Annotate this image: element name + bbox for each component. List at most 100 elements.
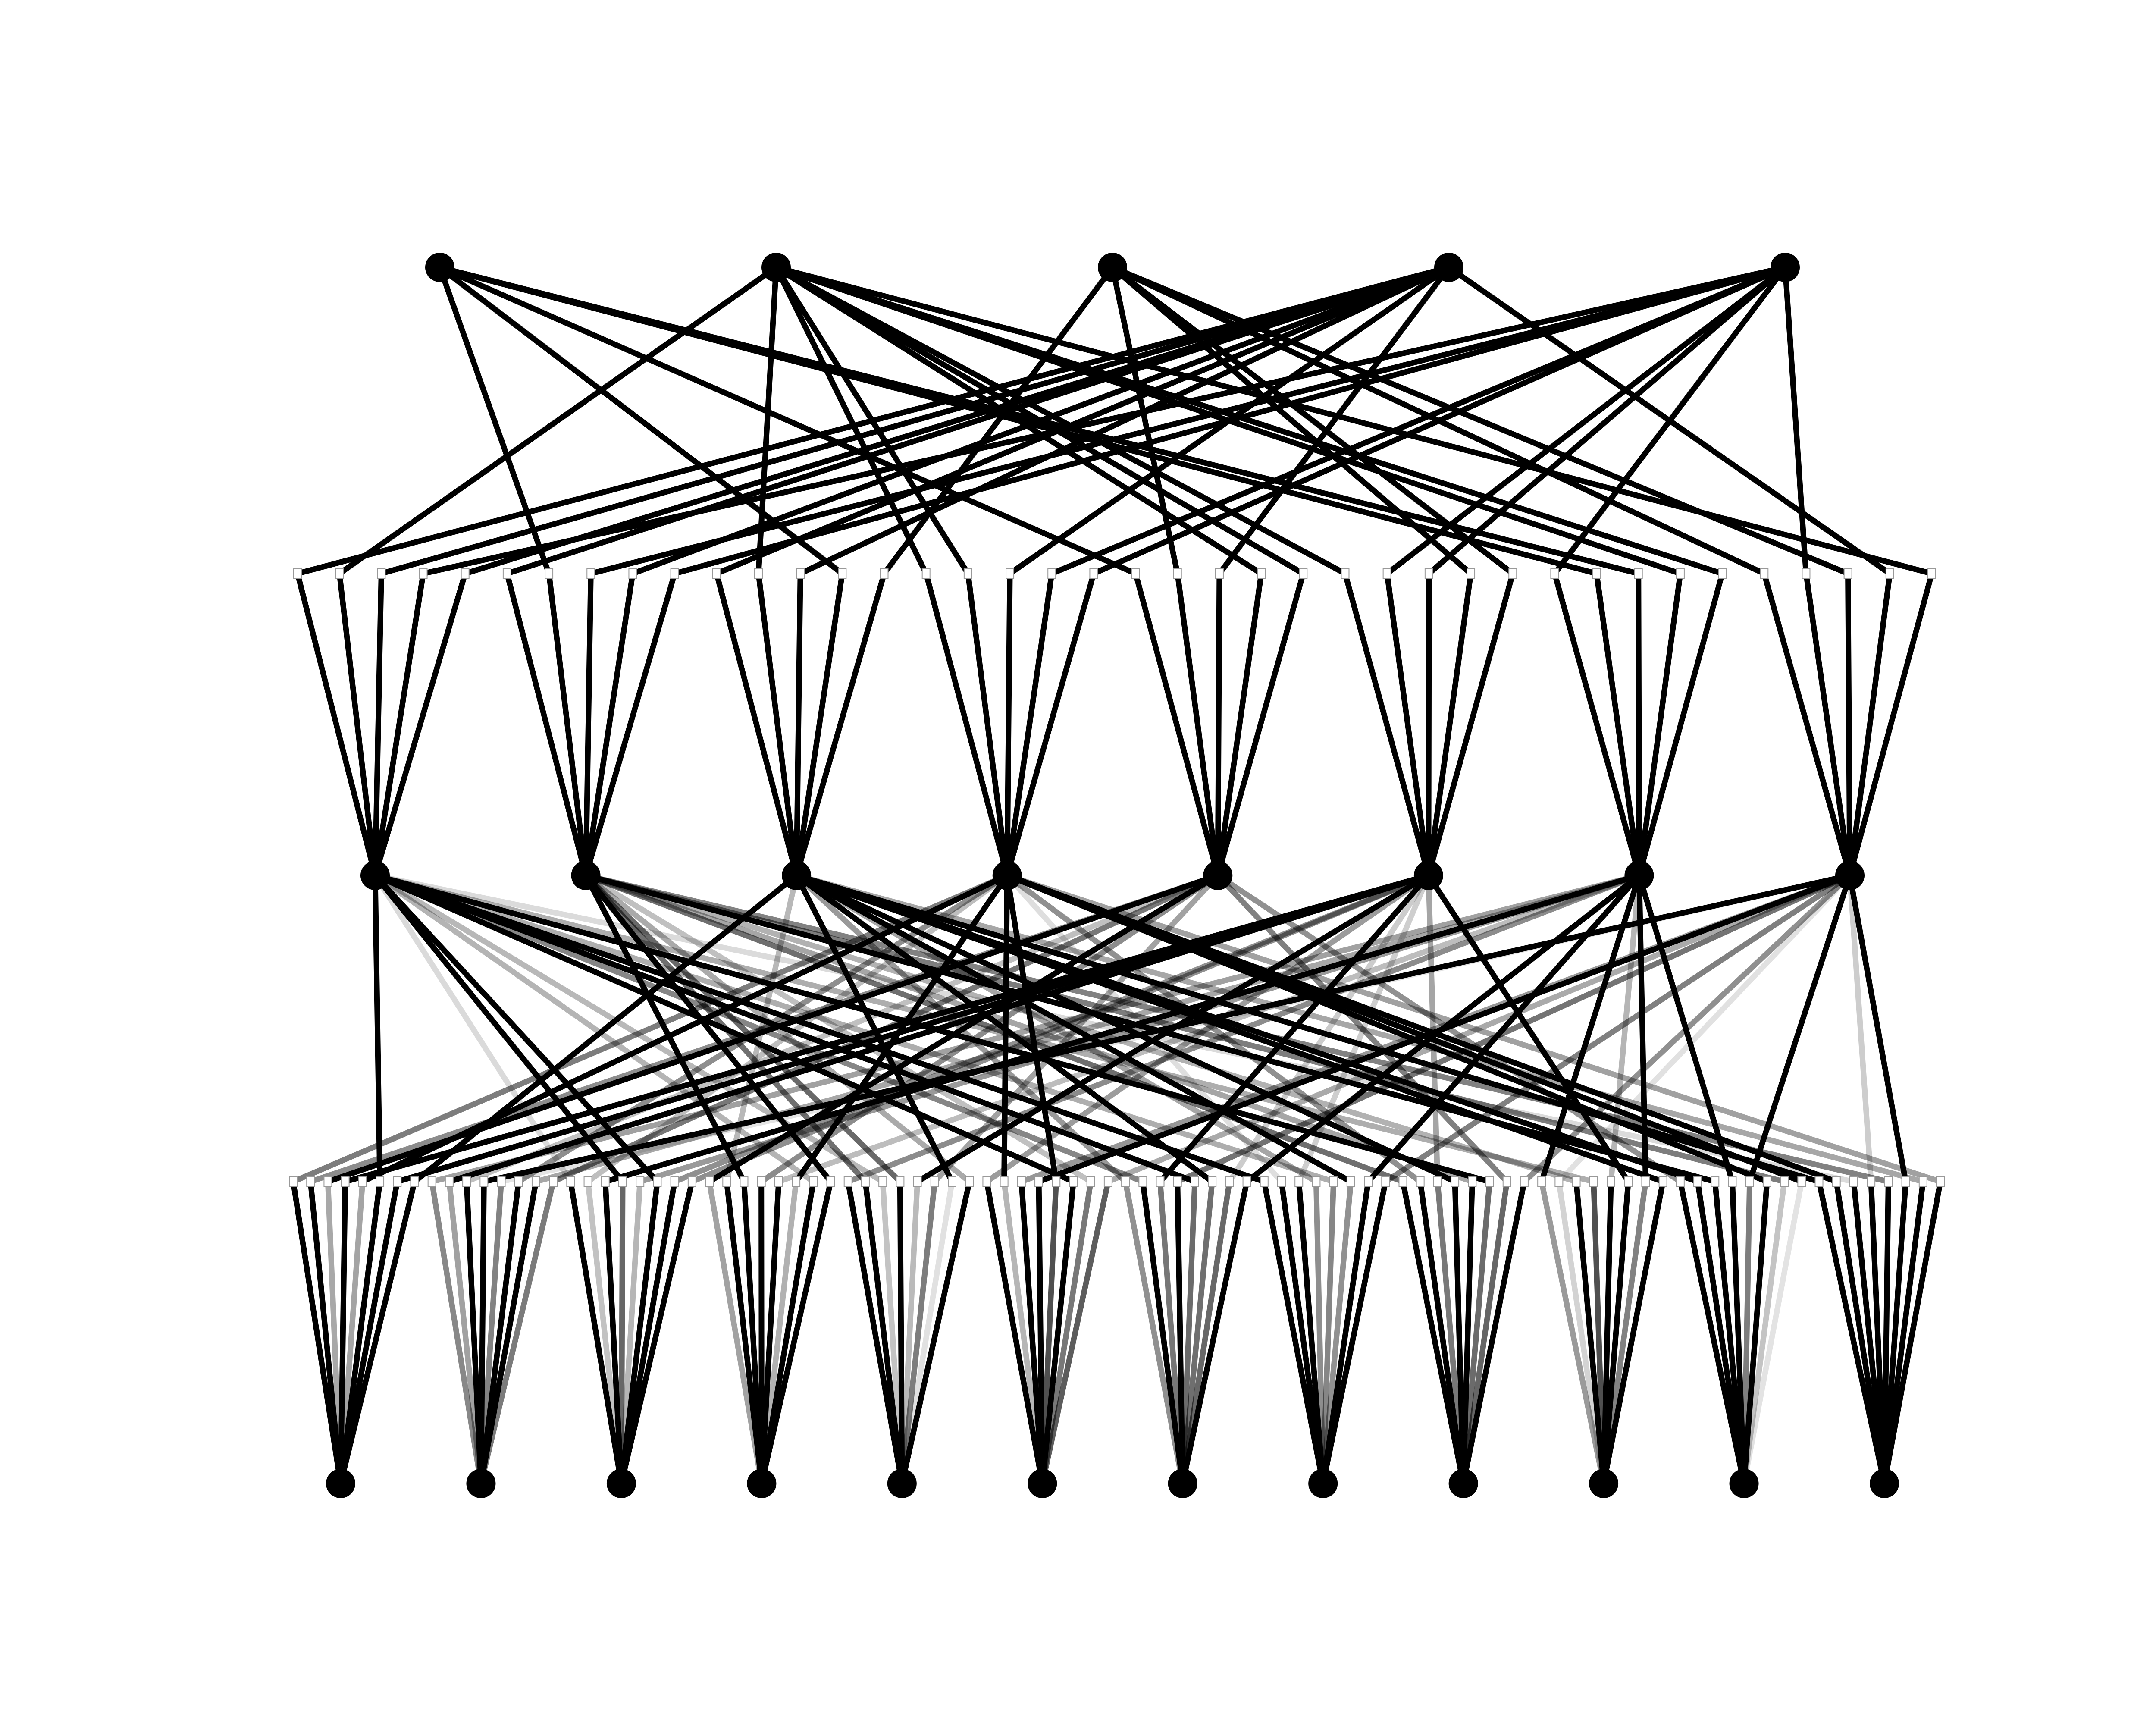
junction-marker <box>1607 1176 1615 1187</box>
edge-lower <box>1591 1179 1607 1487</box>
junction-marker <box>479 1176 489 1187</box>
edge-upper <box>1215 872 1683 1185</box>
junction-marker <box>1918 1176 1927 1187</box>
edge-lower <box>1601 1179 1614 1487</box>
edge-lower <box>1004 571 1055 878</box>
junction-marker <box>1728 1176 1737 1187</box>
junction-marker <box>1624 1176 1633 1187</box>
junction-marker <box>722 1176 731 1187</box>
junction-marker <box>1190 1176 1199 1187</box>
edge-upper <box>1382 872 1853 1185</box>
node-l1 <box>761 253 791 282</box>
junction-marker <box>586 568 595 579</box>
junction-marker <box>1424 568 1433 579</box>
edge-upper <box>714 264 1452 577</box>
edge-upper <box>1049 264 1788 577</box>
junction-marker <box>1927 568 1936 579</box>
edge-upper <box>372 872 626 1185</box>
edge-upper <box>797 264 1452 577</box>
edge-lower <box>1384 571 1432 878</box>
junction-marker <box>583 1176 592 1187</box>
junction-marker <box>1658 1176 1667 1187</box>
junction-marker <box>549 1176 558 1187</box>
edge-upper <box>881 264 1116 577</box>
edge-lower <box>1215 571 1222 878</box>
edge-lower <box>1296 1179 1326 1487</box>
edge-lower <box>567 1179 624 1487</box>
junction-marker <box>502 568 511 579</box>
node-l3 <box>1168 1469 1197 1498</box>
edge-lower <box>583 571 594 878</box>
junction-marker <box>1901 1176 1910 1187</box>
junction-marker <box>1294 1176 1304 1187</box>
junction-marker <box>843 1176 852 1187</box>
edge-lower <box>1018 1179 1045 1487</box>
junction-marker <box>1885 568 1894 579</box>
edge-upper <box>583 872 903 1185</box>
junction-marker <box>740 1176 749 1187</box>
edge-upper <box>793 872 1458 1185</box>
junction-marker <box>653 1176 662 1187</box>
edge-lower <box>618 1179 678 1487</box>
edge-upper <box>1004 872 1059 1185</box>
node-l3 <box>326 1469 355 1498</box>
edge-lower <box>583 571 636 878</box>
edge-lower <box>1601 1179 1631 1487</box>
edge-upper <box>1175 872 1853 1185</box>
edge-upper <box>372 872 1857 1185</box>
edge-upper <box>773 264 1725 577</box>
junction-marker <box>963 568 972 579</box>
edge-upper <box>583 872 1406 1185</box>
edge-upper <box>1782 264 1809 577</box>
edge-lower <box>1417 1179 1467 1487</box>
edge-lower <box>706 1179 765 1487</box>
edge-upper <box>1556 872 1853 1185</box>
edge-upper <box>1446 264 1893 577</box>
edge-lower <box>1695 1179 1747 1487</box>
junction-marker <box>1069 1176 1078 1187</box>
edge-upper <box>1004 872 1839 1185</box>
edge-lower <box>478 1179 487 1487</box>
edge-lower <box>336 571 378 878</box>
node-l2 <box>360 861 390 890</box>
junction-marker <box>1416 1176 1425 1187</box>
node-l2 <box>782 861 812 890</box>
edge-upper <box>1426 264 1788 577</box>
edge-lower <box>1342 571 1432 878</box>
junction-marker <box>393 1176 402 1187</box>
junction-marker <box>531 1176 540 1187</box>
junction-marker <box>1215 568 1224 579</box>
junction-marker <box>445 1176 454 1187</box>
junction-marker <box>1173 568 1182 579</box>
edge-lower <box>338 1179 383 1487</box>
node-l1 <box>1098 253 1127 282</box>
node-l2 <box>1203 861 1233 890</box>
junction-marker <box>1554 1176 1564 1187</box>
junction-marker <box>289 1176 298 1187</box>
junction-marker <box>670 568 679 579</box>
node-l3 <box>1589 1469 1619 1498</box>
edge-upper <box>1157 872 1432 1185</box>
edge-lower <box>1157 1179 1186 1487</box>
edge-lower <box>1133 571 1221 878</box>
edge-lower <box>741 1179 765 1487</box>
edge-lower <box>618 1179 660 1487</box>
edge-lower <box>1004 571 1097 878</box>
edge-upper <box>1105 872 1853 1185</box>
junction-marker <box>913 1176 922 1187</box>
junction-marker <box>1312 1176 1321 1187</box>
junction-marker <box>1867 1176 1876 1187</box>
edge-lower <box>984 1179 1045 1487</box>
edge-lower <box>1175 571 1221 878</box>
junction-marker <box>1468 1176 1477 1187</box>
edge-lower <box>714 571 799 878</box>
junction-marker <box>636 1176 645 1187</box>
edge-lower <box>899 1179 972 1487</box>
junction-marker <box>427 1176 436 1187</box>
node-l3 <box>1870 1469 1899 1498</box>
edge-lower <box>1601 1179 1648 1487</box>
edge-lower <box>880 1179 905 1487</box>
edge-upper <box>1109 264 1181 577</box>
junction-marker <box>705 1176 714 1187</box>
edge-lower <box>758 1179 782 1487</box>
